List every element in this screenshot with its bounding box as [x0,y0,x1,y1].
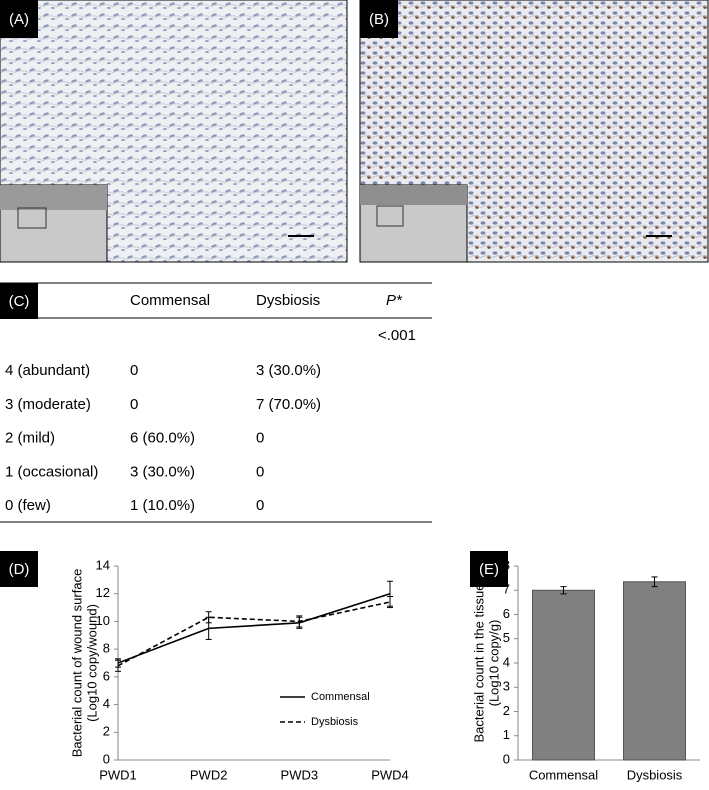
label-box [0,283,38,319]
inset-box [376,205,404,227]
cell: 0 [130,396,138,413]
y-tick-label: 14 [96,557,110,572]
column-header: P* [386,292,403,309]
error-bar [387,595,393,609]
panel-e-label: (E) [470,551,508,587]
error-bar [205,611,212,624]
label-box [0,551,38,587]
row-label: 4 (abundant) [5,362,90,379]
y-tick-label: 0 [103,751,110,766]
x-tick-label: PWD4 [371,767,409,782]
y-tick-label: 8 [103,641,110,656]
error-bar [296,615,303,628]
x-tick-label: Commensal [529,767,598,782]
bar [623,581,686,761]
y-tick-label: 7 [503,582,510,597]
panel-label: (B) [369,11,389,28]
y-tick-label: 6 [503,606,510,621]
x-tick-label: PWD3 [281,767,319,782]
cell: 1 (10.0%) [130,497,195,514]
panel-label: (C) [9,293,30,310]
column-header: Commensal [130,292,210,309]
x-tick-label: PWD2 [190,767,228,782]
y-axis-label: Bacterial count in the tissue [471,584,486,743]
bar [532,589,595,761]
cell: 3 (30.0%) [256,362,321,379]
row-label: 2 (mild) [5,430,55,447]
label-box [470,551,508,587]
y-axis-label: Bacterial count of wound surface [69,569,84,758]
line-series [117,601,391,667]
label-box [0,0,38,38]
y-tick-label: 8 [503,557,510,572]
inset-band [360,185,467,205]
table: (C) Commensal Dysbiosis P* <.001 4 (abun… [0,282,432,523]
y-tick-label: 0 [503,751,510,766]
error-bar [560,586,567,595]
p-value: <.001 [378,327,416,344]
micrograph-b: (B) [359,0,709,263]
y-axis-label: (Log10 copy/wound) [84,604,99,722]
line-series [117,592,391,664]
x-tick-label: PWD1 [99,767,137,782]
micrograph-a: (A) [0,0,348,263]
row-label: 1 (occasional) [5,463,98,480]
y-tick-label: 5 [503,630,510,645]
cell: 6 (60.0%) [130,430,195,447]
y-tick-label: 4 [103,696,110,711]
cell: 7 (70.0%) [256,396,321,413]
legend-label: Dysbiosis [311,716,359,728]
y-tick-label: 4 [503,654,510,669]
row-label: 0 (few) [5,497,51,514]
label-box [360,0,398,38]
y-tick-label: 2 [503,703,510,718]
column-header: Dysbiosis [256,292,320,309]
error-bar [115,659,121,672]
legend-label: Commensal [311,691,370,703]
cell: 0 [130,362,138,379]
inset-band [0,185,107,210]
y-tick-label: 3 [503,679,510,694]
row-label: 3 (moderate) [5,396,91,413]
x-tick-label: Dysbiosis [627,767,683,782]
y-tick-label: 10 [96,613,110,628]
panel-label: (D) [9,561,30,578]
y-tick-label: 2 [103,724,110,739]
y-tick-label: 12 [96,585,110,600]
table-body: 4 (abundant) 0 3 (30.0%) 3 (moderate) 0 7 (70… [5,362,321,514]
y-tick-label: 6 [103,668,110,683]
y-tick-label: 1 [503,727,510,742]
panel-d-label: (D) [0,551,38,587]
error-bar [651,576,658,588]
cell: 0 [256,497,264,514]
cell: 0 [256,430,264,447]
panel-label: (A) [9,11,29,28]
panel-label: (E) [479,561,499,578]
y-axis-label: (Log10 copy/g) [486,620,501,707]
inset-box [17,207,47,229]
cell: 3 (30.0%) [130,463,195,480]
cell: 0 [256,463,264,480]
